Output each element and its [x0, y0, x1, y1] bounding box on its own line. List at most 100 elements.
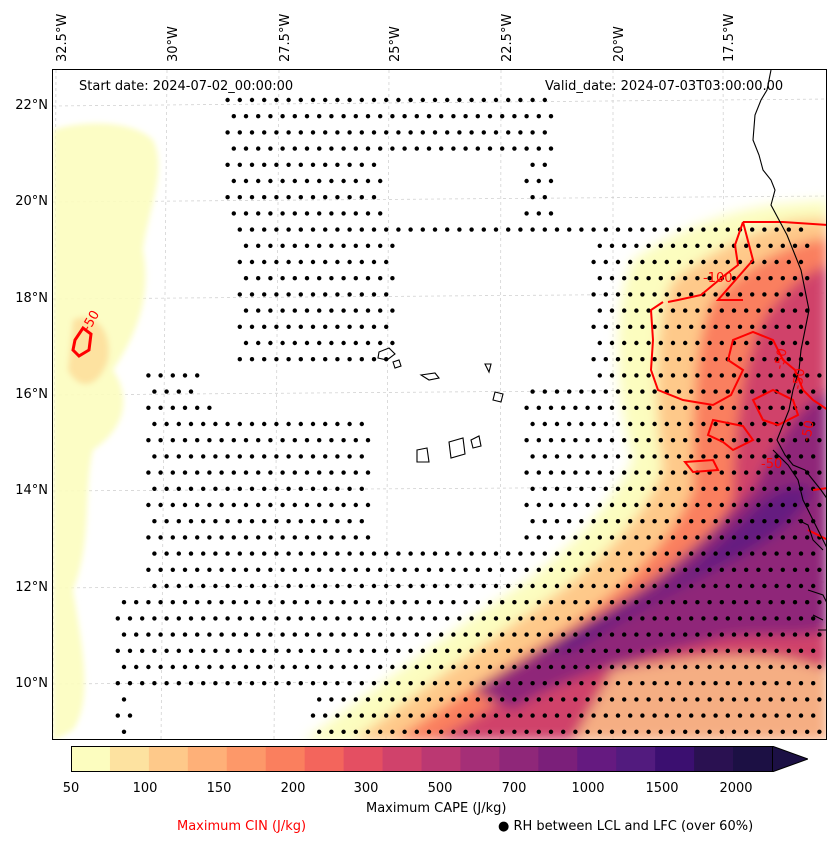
rh-dot	[469, 681, 474, 686]
rh-dot	[298, 648, 303, 653]
cb-tick-150: 150	[206, 781, 232, 796]
rh-dot	[207, 664, 212, 670]
lat-label-20n: 20°N	[15, 194, 48, 209]
rh-dot	[152, 421, 157, 427]
rh-dot	[439, 600, 444, 605]
rh-dot	[384, 713, 389, 718]
rh-dot	[317, 276, 322, 281]
rh-dot	[323, 616, 328, 621]
rh-dot	[457, 227, 462, 232]
rh-dot	[414, 632, 419, 637]
rh-dot	[518, 227, 523, 232]
rh-dot	[579, 486, 584, 491]
cin-legend-label: Maximum CIN (J/kg)	[177, 819, 307, 834]
rh-dot	[292, 211, 297, 216]
rh-dot	[390, 340, 395, 346]
rh-dot	[561, 697, 566, 702]
rh-dot	[188, 616, 194, 621]
rh-dot	[195, 567, 200, 572]
rh-dot	[561, 502, 566, 508]
rh-dot	[750, 551, 755, 556]
rh-dot	[249, 519, 255, 524]
rh-dot	[310, 616, 316, 621]
rh-dot	[640, 681, 645, 686]
rh-dot	[622, 405, 627, 410]
rh-dot	[640, 486, 645, 491]
rh-dot	[323, 713, 328, 718]
rh-dot	[536, 697, 541, 702]
rh-dot	[640, 357, 645, 362]
rh-dot	[475, 729, 480, 734]
rh-dot	[237, 681, 242, 686]
rh-dot	[188, 648, 194, 653]
rh-dot	[317, 664, 322, 670]
rh-dot	[719, 340, 724, 346]
rh-dot	[317, 438, 322, 443]
rh-dot	[713, 486, 718, 491]
rh-dot	[280, 178, 285, 184]
rh-dot	[805, 697, 810, 702]
rh-dot	[640, 227, 645, 232]
rh-dot	[756, 535, 761, 540]
rh-dot	[609, 405, 615, 410]
rh-dot	[152, 519, 157, 524]
rh-dot	[365, 308, 371, 313]
rh-dot	[158, 405, 163, 410]
rh-dot	[609, 308, 615, 313]
rh-dot	[310, 97, 316, 103]
rh-dot	[670, 697, 676, 702]
rh-dot	[420, 551, 425, 556]
rh-dot	[359, 195, 364, 200]
rh-dot	[390, 114, 395, 119]
rh-dot	[225, 195, 230, 200]
rh-dot	[780, 243, 785, 248]
rh-dot	[335, 421, 340, 427]
rh-dot	[256, 600, 261, 605]
rh-dot	[353, 146, 358, 151]
colorbar-swatch	[655, 746, 695, 772]
rh-dot	[195, 664, 200, 670]
rh-dot	[347, 259, 352, 265]
rh-dot	[310, 648, 316, 653]
rh-dot	[591, 357, 596, 362]
rh-dot	[579, 681, 584, 686]
rh-dot	[262, 162, 267, 167]
rh-dot	[463, 729, 468, 734]
rh-dot	[750, 713, 755, 718]
rh-dot	[329, 502, 334, 508]
colorbar-swatch	[460, 746, 500, 772]
rh-dot	[573, 470, 578, 475]
rh-dot	[317, 729, 322, 734]
rh-dot	[359, 357, 364, 362]
rh-dot	[719, 535, 724, 540]
rh-dot	[676, 519, 682, 524]
rh-dot	[475, 664, 480, 670]
rh-dot	[805, 243, 810, 248]
rh-dot	[640, 648, 645, 653]
rh-dot	[426, 146, 432, 151]
rh-dot	[548, 697, 554, 702]
rh-dot	[512, 664, 517, 670]
rh-dot	[207, 438, 212, 443]
rh-dot	[323, 162, 328, 167]
rh-dot	[701, 648, 706, 653]
rh-dot	[371, 681, 377, 686]
rh-dot	[573, 729, 578, 734]
rh-dot	[774, 648, 779, 653]
rh-dot	[609, 340, 615, 346]
rh-dot	[798, 583, 804, 589]
rh-dot	[268, 114, 273, 119]
rh-dot	[365, 600, 371, 605]
rh-dot	[603, 259, 608, 265]
rh-dot	[811, 713, 816, 718]
rh-dot	[347, 583, 352, 589]
rh-dot	[713, 713, 718, 718]
rh-dot	[670, 664, 676, 670]
rh-dot	[622, 438, 627, 443]
cb-tick-200: 200	[280, 781, 306, 796]
rh-dot	[365, 146, 371, 151]
rh-dot	[225, 681, 230, 686]
rh-dot	[762, 681, 767, 686]
rh-dot	[414, 146, 419, 151]
rh-dot	[542, 454, 547, 459]
